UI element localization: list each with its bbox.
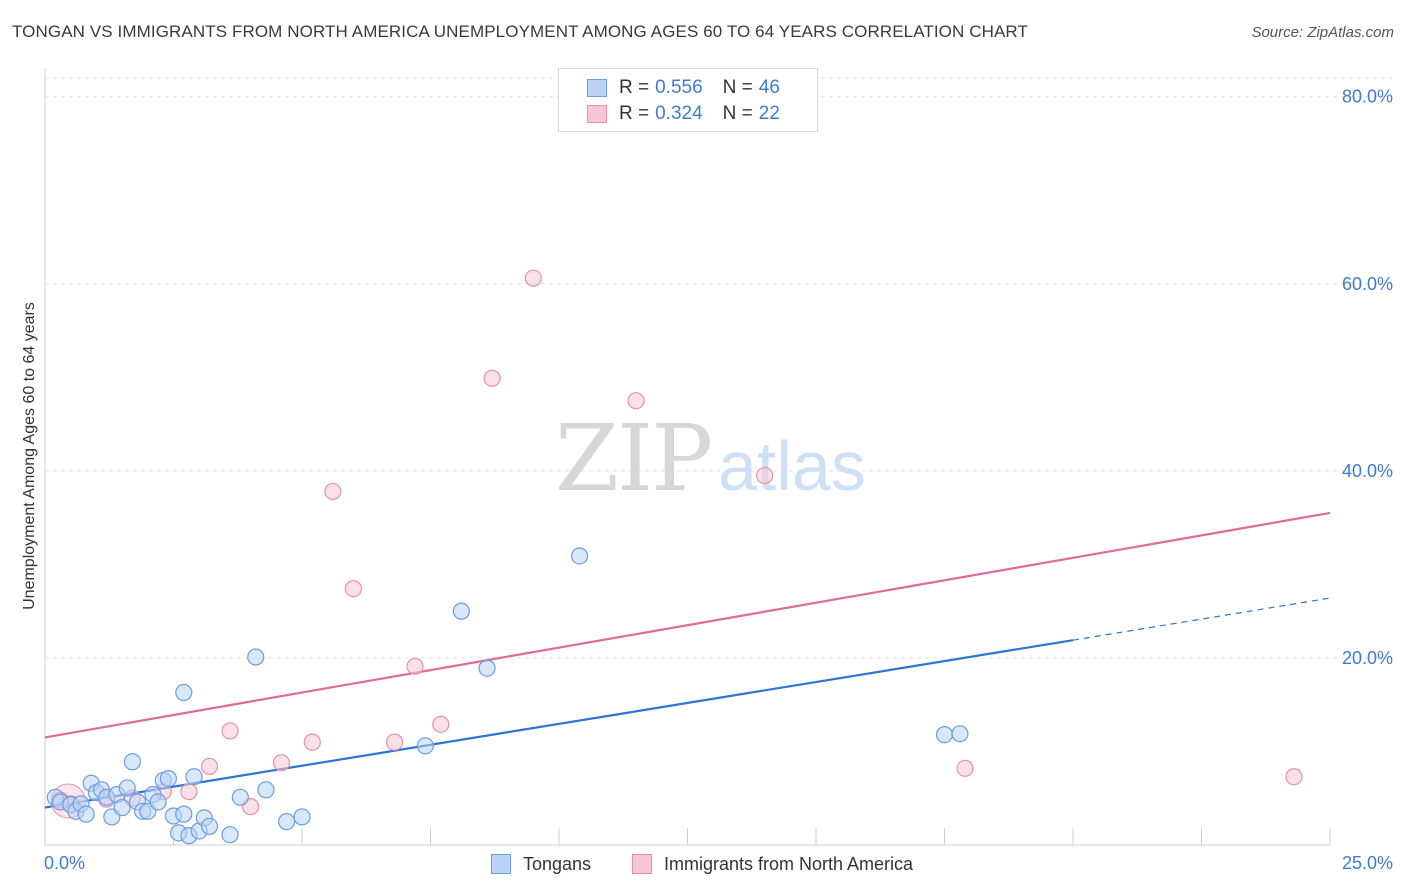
gridlines	[45, 77, 1392, 659]
legend-n-label: N =	[722, 77, 753, 98]
legend-swatch-pink	[587, 105, 607, 123]
source-label: Source: ZipAtlas.com	[1251, 24, 1394, 41]
point-immigrants	[303, 733, 321, 751]
point-tongans	[416, 737, 434, 755]
point-tongans	[935, 726, 954, 744]
legend-row-immigrants: R = 0.324 N = 22	[587, 102, 780, 126]
point-immigrants	[627, 392, 645, 410]
legend-n-label: N =	[722, 103, 753, 124]
legend-n-value: 46	[758, 77, 780, 98]
bottom-legend-tongans: Tongans	[491, 852, 591, 876]
point-tongans	[221, 826, 239, 844]
point-tongans	[478, 659, 496, 677]
x-tick-label: 0.0%	[44, 853, 85, 873]
legend-swatch-pink	[632, 854, 652, 874]
point-tongans	[452, 602, 470, 620]
axes	[44, 68, 1331, 846]
point-tongans	[293, 808, 311, 826]
trend-line-tongans-extension	[1072, 597, 1331, 641]
point-tongans	[118, 779, 136, 797]
legend-r-value: 0.556	[655, 77, 703, 98]
legend-n-value: 22	[758, 103, 780, 124]
point-immigrants	[1285, 768, 1303, 786]
legend-swatch-blue	[491, 854, 511, 874]
point-immigrants	[200, 757, 219, 776]
point-immigrants	[524, 269, 542, 287]
watermark-atlas: atlas	[718, 427, 866, 505]
y-tick-label: 60.0%	[1342, 274, 1393, 294]
point-immigrants	[344, 580, 362, 598]
point-tongans	[570, 547, 589, 565]
legend-label-immigrants: Immigrants from North America	[664, 853, 914, 874]
trend-lines	[44, 511, 1331, 809]
legend-row-tongans: R = 0.556 N = 46	[587, 76, 780, 100]
point-immigrants	[956, 759, 974, 777]
point-tongans	[159, 769, 177, 788]
point-tongans	[185, 768, 203, 786]
point-immigrants	[221, 722, 239, 740]
point-immigrants	[180, 783, 198, 801]
y-tick-label: 80.0%	[1342, 87, 1393, 107]
point-tongans	[149, 793, 167, 811]
point-immigrants	[432, 715, 450, 733]
x-tick-label: 25.0%	[1342, 853, 1393, 873]
point-immigrants	[755, 466, 774, 485]
point-tongans	[175, 683, 193, 702]
point-tongans	[200, 817, 219, 835]
chart-title: TONGAN VS IMMIGRANTS FROM NORTH AMERICA …	[12, 22, 1028, 41]
legend-r-label: R =	[619, 77, 650, 98]
correlation-legend: R = 0.556 N = 46 R = 0.324 N = 22	[558, 68, 818, 132]
point-tongans	[257, 781, 275, 799]
point-tongans	[113, 798, 131, 817]
data-points	[46, 269, 1303, 845]
tick-labels: 20.0% 40.0% 60.0% 80.0% 0.0% 25.0%	[44, 87, 1393, 873]
point-tongans	[77, 805, 95, 823]
legend-r-label: R =	[619, 103, 650, 124]
point-tongans	[175, 805, 193, 823]
y-tick-label: 20.0%	[1342, 648, 1393, 668]
y-axis-label: Unemployment Among Ages 60 to 64 years	[21, 302, 38, 610]
trend-line-tongans	[44, 639, 1074, 809]
bottom-legend-immigrants: Immigrants from North America	[632, 852, 913, 876]
point-immigrants	[406, 657, 424, 675]
point-tongans	[247, 648, 265, 666]
y-tick-label: 40.0%	[1342, 461, 1393, 481]
trend-line-immigrants	[44, 511, 1331, 739]
legend-swatch-blue	[587, 79, 607, 97]
point-tongans	[951, 725, 969, 743]
watermark: ZIP atlas	[555, 405, 866, 512]
legend-r-value: 0.324	[655, 103, 703, 124]
point-tongans	[277, 813, 296, 831]
point-immigrants	[324, 482, 342, 501]
watermark-zip: ZIP	[555, 405, 711, 512]
point-immigrants	[272, 754, 291, 772]
point-immigrants	[483, 369, 501, 387]
point-immigrants	[385, 733, 404, 751]
point-tongans	[123, 753, 141, 771]
legend-label-tongans: Tongans	[523, 853, 592, 874]
point-tongans	[231, 788, 249, 806]
